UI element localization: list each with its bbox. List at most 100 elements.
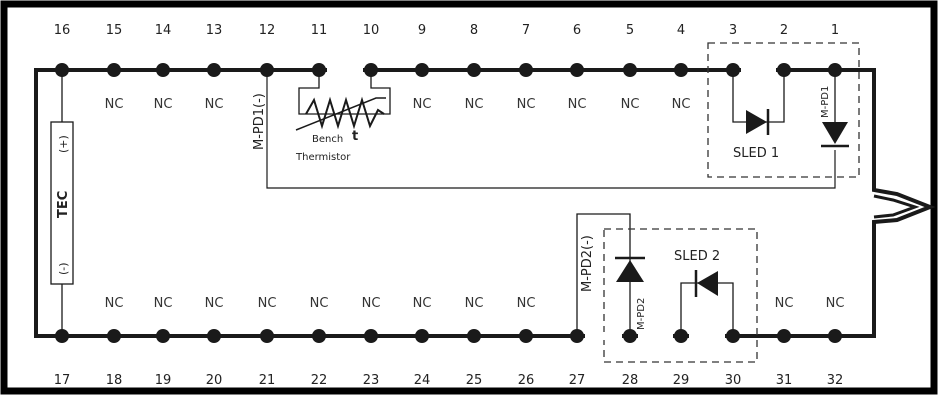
pin-number-13: 13 [206,23,223,38]
bottom-pin-numbers: 17 18 19 20 21 22 23 24 25 26 27 28 29 30 31 32 [54,373,844,388]
package-tab-inner [873,194,920,219]
pin-number-10: 10 [363,23,380,38]
mpd1-return-wire [266,70,836,189]
pin-number-19: 19 [155,373,172,388]
pin-number-9: 9 [418,23,426,38]
sled1-diode-triangle [746,110,767,134]
pin-dot-28 [623,329,637,343]
nc-label-pin-19: NC [154,296,173,311]
pin-number-24: 24 [414,373,431,388]
pin-dot-4 [674,63,688,77]
pin-number-11: 11 [311,23,328,38]
pin-number-29: 29 [673,373,690,388]
pin-dot-20 [207,329,221,343]
pin-dot-22 [312,329,326,343]
nc-label-pin-5: NC [621,97,640,112]
pin-number-28: 28 [622,373,639,388]
mpd2-neg-label: M-PD2(-) [580,235,595,292]
nc-label-pin-4: NC [672,97,691,112]
nc-label-pin-32: NC [826,296,845,311]
top-pin-numbers: 16 15 14 13 12 11 10 9 8 7 6 5 4 3 2 1 [54,23,839,38]
thermistor-label-line2: Thermistor [295,152,351,163]
pin-number-12: 12 [259,23,276,38]
pin-dot-26 [519,329,533,343]
pin-number-6: 6 [573,23,581,38]
thermistor-label-line1: Bench [312,134,343,145]
thermistor-zigzag [305,96,385,130]
pin-dot-18 [107,329,121,343]
pin-dot-11 [312,63,326,77]
mpd2-label: M-PD2 [636,298,647,330]
pin-dot-23 [364,329,378,343]
nc-label-pin-13: NC [205,97,224,112]
pin-dot-6 [570,63,584,77]
nc-label-pin-25: NC [465,296,484,311]
pin-number-23: 23 [363,373,380,388]
nc-label-pin-23: NC [362,296,381,311]
nc-label-pin-14: NC [154,97,173,112]
pin-dot-12 [260,63,274,77]
pin-number-16: 16 [54,23,71,38]
thermistor-wire [298,70,391,115]
top-nc-labels: NC NC NC NC NC NC NC NC NC [105,97,691,112]
sled2-dashed-box [603,228,758,363]
pin-number-32: 32 [827,373,844,388]
sled1-dashed-box [707,42,860,178]
tec-label: TEC [56,191,71,218]
pin-dot-21 [260,329,274,343]
pin-dot-30 [726,329,740,343]
nc-label-pin-18: NC [105,296,124,311]
bottom-pin-dots [55,329,842,343]
pin-number-5: 5 [626,23,634,38]
sled1-label: SLED 1 [733,146,779,161]
pin-number-3: 3 [729,23,737,38]
nc-label-pin-22: NC [310,296,329,311]
nc-label-pin-31: NC [775,296,794,311]
rail-gap-27-28 [585,332,622,340]
pin-dot-16 [55,63,69,77]
pin-dot-15 [107,63,121,77]
pin-number-18: 18 [106,373,123,388]
pin-dot-8 [467,63,481,77]
pin-number-27: 27 [569,373,586,388]
mpd1-diode-triangle [822,122,848,144]
package-body-outline [34,68,936,338]
tec-element [50,121,74,285]
mpd1-neg-label: M-PD1(-) [252,93,267,150]
pin-dot-2 [777,63,791,77]
rail-gap-3-2 [741,66,776,74]
mpd2-diode-triangle [616,260,644,282]
nc-label-pin-9: NC [413,97,432,112]
bottom-nc-labels: NC NC NC NC NC NC NC NC NC NC NC [105,296,845,311]
thermistor-t-label: t [352,129,358,144]
pin-number-31: 31 [776,373,793,388]
sled2-label: SLED 2 [674,249,720,264]
nc-label-pin-20: NC [205,296,224,311]
pin-dot-9 [415,63,429,77]
pin-dot-32 [828,329,842,343]
pin-dot-13 [207,63,221,77]
nc-label-pin-7: NC [517,97,536,112]
nc-label-pin-24: NC [413,296,432,311]
pin-dot-31 [777,329,791,343]
pin-dot-5 [623,63,637,77]
nc-label-pin-26: NC [517,296,536,311]
pin-number-1: 1 [831,23,839,38]
pin-number-21: 21 [259,373,276,388]
nc-label-pin-21: NC [258,296,277,311]
pin-number-25: 25 [466,373,483,388]
pin-dot-25 [467,329,481,343]
thermistor-slash [295,97,386,131]
pin-number-2: 2 [780,23,788,38]
sled2-diode-triangle [697,271,718,296]
rail-gap-11-10 [327,66,363,74]
tec-plus-label: (+) [57,135,70,153]
pin-dot-3 [726,63,740,77]
nc-label-pin-15: NC [105,97,124,112]
pin-number-30: 30 [725,373,742,388]
pin-dot-1 [828,63,842,77]
nc-label-pin-6: NC [568,97,587,112]
pin-dot-14 [156,63,170,77]
mpd1-label: M-PD1 [820,86,831,118]
